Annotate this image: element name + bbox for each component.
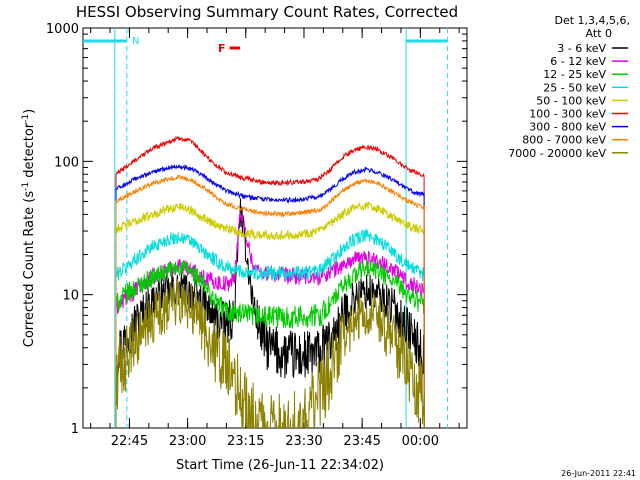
legend-entry-label: 12 - 25 keV [543,68,606,81]
marker-layer: NF [132,36,241,55]
legend-header-detectors: Det 1,3,4,5,6, [554,14,630,27]
legend-header-attenuator: Att 0 [586,27,612,40]
series-line-4 [115,200,425,428]
x-axis-ticks: 22:45 23:00 23:15 23:30 23:45 00:00 [90,28,460,449]
legend-entry-label: 7000 - 20000 keV [508,147,606,160]
legend-entry-label: 800 - 7000 keV [522,134,606,147]
night-marker-label: N [132,36,139,47]
y-tick-label: 10 [62,289,79,304]
y-axis-label: Corrected Count Rate (s-1 detector-1) [21,109,37,347]
series-line-6 [115,163,425,428]
y-tick-label: 100 [54,155,79,170]
x-tick-label: 23:45 [343,434,380,449]
legend-entry-label: 300 - 800 keV [529,121,606,134]
x-tick-label: 23:30 [285,434,322,449]
x-tick-label: 22:45 [111,434,148,449]
series-line-5 [115,135,425,428]
y-axis-ticks: 1 10 100 1000 [46,22,467,437]
series-line-3 [115,228,425,428]
series-line-8 [115,278,425,428]
legend-entry-label: 3 - 6 keV [557,42,606,55]
legend-entry-label: 25 - 50 keV [543,81,606,94]
series-line-2 [115,259,425,428]
legend-entry-label: 50 - 100 keV [536,94,606,107]
y-tick-label: 1000 [46,22,79,37]
legend-entry-label: 100 - 300 keV [529,108,606,121]
x-tick-label: 00:00 [402,434,439,449]
y-tick-label: 1 [71,422,79,437]
series-line-7 [115,174,425,428]
timestamp-label: 26-Jun-2011 22:41 [561,469,636,478]
x-tick-label: 23:15 [227,434,264,449]
x-axis-label: Start Time (26-Jun-11 22:34:02) [176,458,384,473]
time-overlays [83,28,449,428]
chart-title: HESSI Observing Summary Count Rates, Cor… [76,3,458,21]
series-layer [115,135,425,428]
legend-entry-label: 6 - 12 keV [550,55,606,68]
x-tick-label: 23:00 [169,434,206,449]
flare-marker-label: F [218,42,226,55]
